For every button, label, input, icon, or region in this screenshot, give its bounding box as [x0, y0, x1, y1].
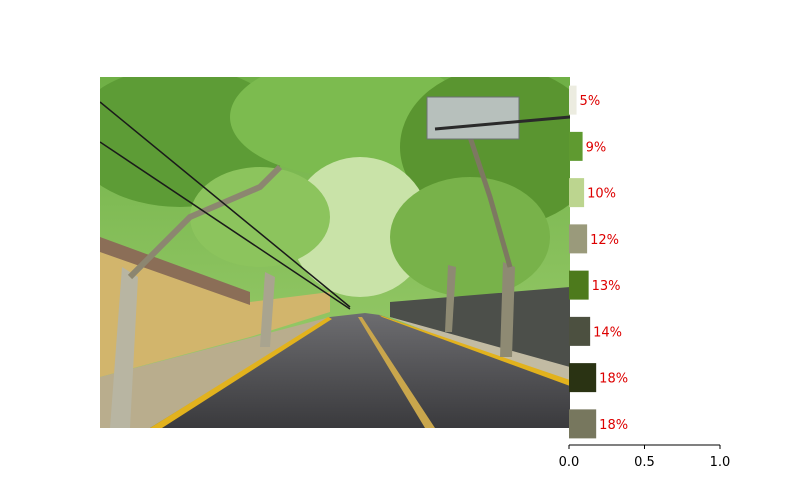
bar-1	[569, 85, 577, 115]
bar-label-6: 14%	[593, 325, 622, 340]
street-photo	[100, 77, 570, 428]
bar-3	[569, 178, 585, 208]
bar-2	[569, 131, 583, 161]
bar-label-3: 10%	[587, 187, 616, 202]
bar-label-8: 18%	[599, 418, 628, 433]
bar-label-4: 12%	[590, 233, 619, 248]
bar-8	[569, 409, 597, 439]
x-tick-label: 0.5	[634, 455, 655, 470]
bar-5	[569, 270, 589, 300]
bar-label-5: 13%	[592, 279, 621, 294]
bar-4	[569, 224, 588, 254]
x-tick-label: 0.0	[559, 455, 580, 470]
bar-6	[569, 316, 591, 346]
bar-7	[569, 363, 597, 393]
x-tick-label: 1.0	[710, 455, 731, 470]
bar-label-7: 18%	[599, 372, 628, 387]
bar-label-2: 9%	[586, 140, 607, 155]
bar-label-1: 5%	[580, 94, 601, 109]
